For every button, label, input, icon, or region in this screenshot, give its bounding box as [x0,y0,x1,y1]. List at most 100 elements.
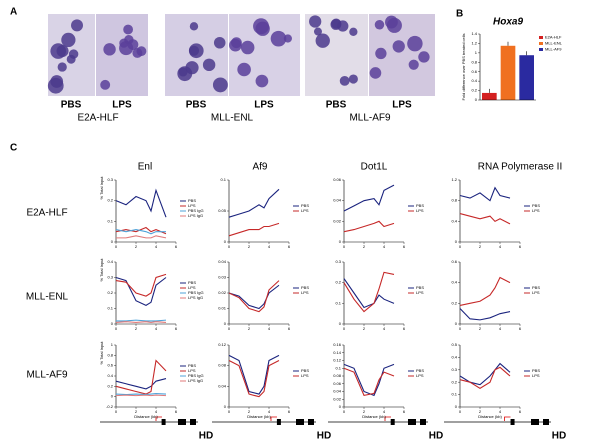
y-tick-label: 0 [339,321,342,326]
x-tick-label: 4 [383,244,386,249]
y-tick-label: 0 [455,404,458,409]
y-tick-label: 0.4 [107,259,113,264]
x-tick-label: 2 [363,244,366,249]
x-tick-label: 4 [499,409,502,414]
x-tick-label: 4 [268,409,271,414]
y-tick-label: 0.3 [451,367,457,372]
legend-label: E2A-HLF [545,35,562,40]
y-tick-label: 0.1 [107,306,113,311]
series-line [228,222,280,237]
cell [408,59,419,70]
x-tick-label: 6 [288,409,291,414]
x-tick-label: 4 [155,326,158,331]
axis [115,345,176,408]
cell [337,20,349,32]
cell [68,49,79,59]
exon [531,419,539,425]
y-tick-label: 0.02 [333,218,342,223]
x-tick-label: 0 [459,244,462,249]
y-tick-label: 0 [455,239,458,244]
cell [255,74,269,88]
cell [348,74,358,84]
legend-label: PBS [532,368,540,373]
y-tick-label: 0.4 [451,354,457,359]
y-tick-label: 0.12 [333,358,342,363]
series-line [459,186,511,202]
x-tick-label: 0 [343,326,346,331]
bar [519,55,534,100]
cell [103,43,116,56]
cell-line-label: E2A-HLF [77,113,118,124]
series-line [228,354,280,395]
cell [369,67,382,79]
cell [407,35,423,52]
axis [228,345,289,408]
y-tick-label: 0.2 [451,379,457,384]
legend-label: PBS [301,368,309,373]
x-tick-label: 4 [268,326,271,331]
x-tick-label: 4 [383,409,386,414]
exon [161,419,166,425]
cell [375,47,387,60]
y-tick-label: -0.2 [106,404,114,409]
arrow [270,416,277,421]
arrow [155,416,162,421]
legend-label: LPS [532,373,540,378]
column-title: RNA Polymerase II [478,162,562,173]
y-tick-label: 0 [224,404,227,409]
y-tick-label: 0.6 [471,69,477,74]
legend-label: MLL-ENL [545,41,563,46]
legend-label: PBS [416,203,424,208]
axis [343,345,404,408]
legend-label: PBS [188,280,196,285]
y-tick-label: 1.4 [471,31,477,36]
cell [123,24,134,35]
exon [178,419,186,425]
x-tick-label: 4 [155,244,158,249]
series-line [343,220,395,233]
legend-label: LPS [188,368,196,373]
column-title: Dot1L [361,162,388,173]
row-label: MLL-ENL [26,292,69,303]
y-tick-label: 0.08 [333,373,342,378]
cell [374,20,385,30]
y-tick-label: 0.3 [107,275,113,280]
series-line [343,184,395,212]
y-tick-label: 1.2 [451,177,457,182]
y-tick-label: 1 [475,50,478,55]
y-tick-label: 1.2 [471,40,477,45]
series-line [459,366,511,390]
axis [343,180,404,243]
panel-letter: A [10,7,17,18]
cell [177,66,193,82]
exon [420,419,426,425]
legend-swatch [539,48,543,51]
x-tick-label: 2 [363,326,366,331]
cell [313,27,322,36]
series-line [343,367,395,396]
cell [50,43,67,59]
cell [255,21,270,36]
x-tick-label: 0 [459,409,462,414]
y-tick-label: 0.06 [333,381,342,386]
y-tick-label: 0.1 [107,218,113,223]
arrow [384,416,391,421]
x-tick-label: 6 [403,409,406,414]
series-line [115,273,167,297]
panel-letter: C [10,143,17,154]
y-tick-label: 0 [224,239,227,244]
y-tick-label: 0.04 [333,198,342,203]
legend-label: LPS [301,208,309,213]
y-tick-label: 0.1 [451,392,457,397]
y-tick-label: 0 [111,394,114,399]
micrograph-label: PBS [186,100,207,111]
cell [418,51,430,63]
series-line [115,321,167,324]
series-line [228,280,280,313]
y-tick-label: 0.4 [451,280,457,285]
y-tick-label: 1 [111,342,114,347]
cell [188,45,200,56]
x-tick-label: 6 [519,326,522,331]
cell [339,75,350,86]
legend-label: PBS IgG [188,290,204,295]
